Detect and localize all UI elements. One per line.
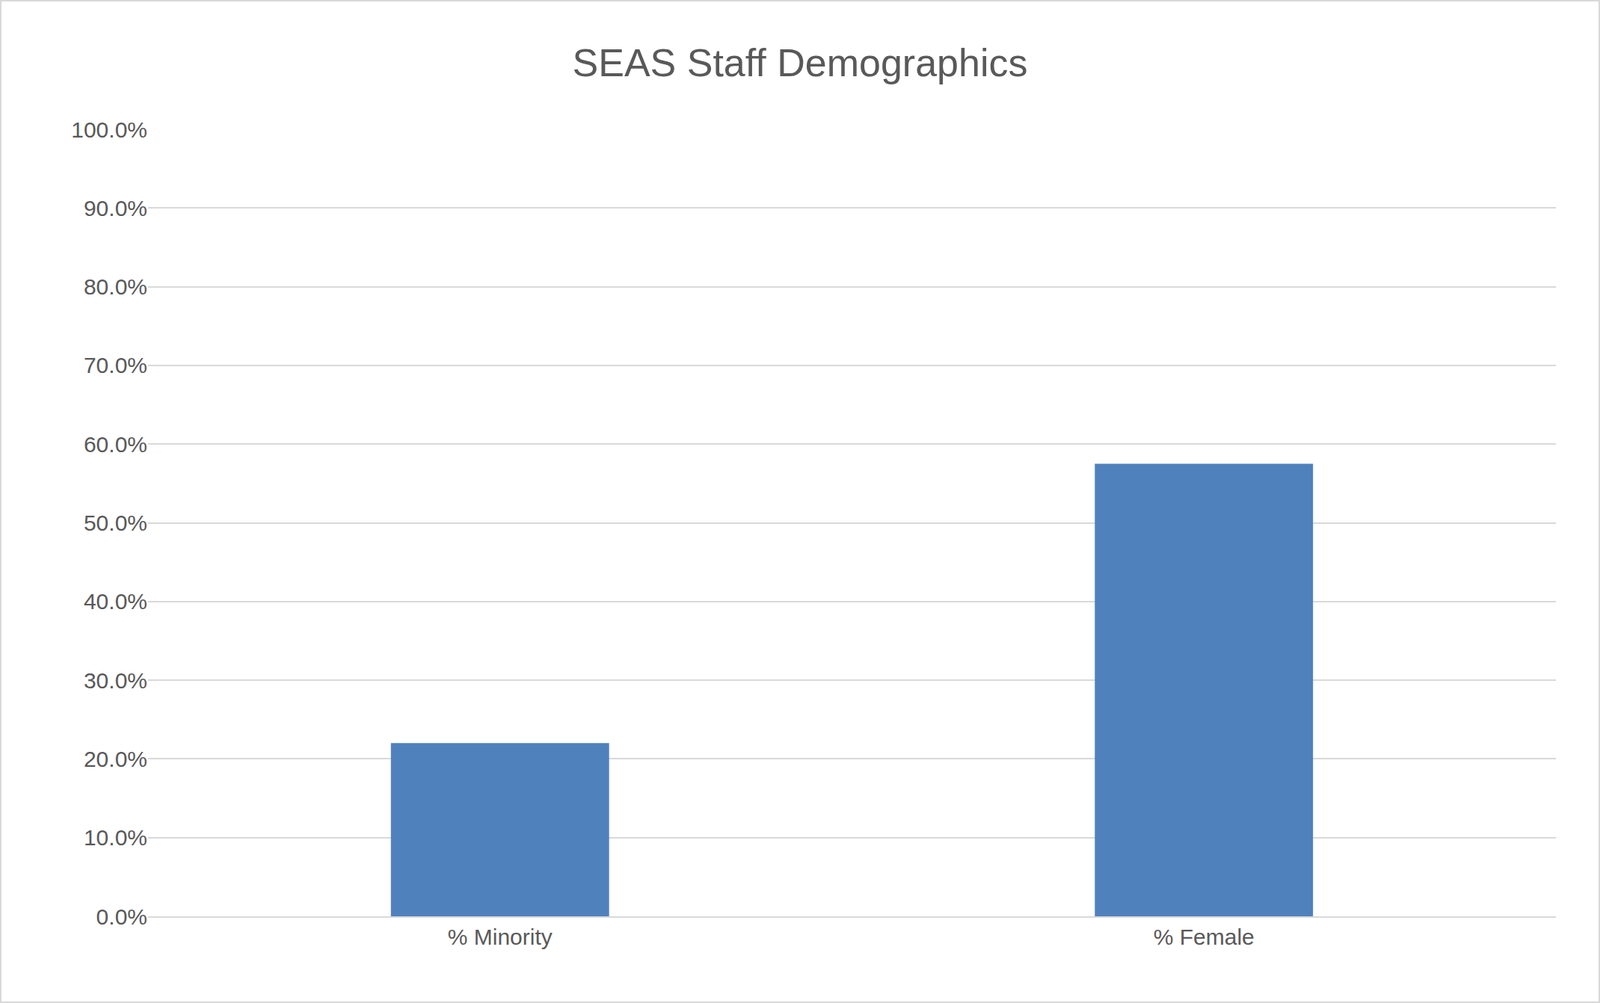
svg-text:50.0%: 50.0%	[83, 510, 148, 536]
svg-text:60.0%: 60.0%	[83, 432, 148, 457]
svg-text:70.0%: 70.0%	[83, 352, 148, 378]
svg-text:80.0%: 80.0%	[83, 274, 148, 300]
svg-text:100.0%: 100.0%	[71, 117, 148, 143]
svg-text:40.0%: 40.0%	[83, 589, 148, 614]
svg-text:90.0%: 90.0%	[83, 195, 148, 221]
svg-text:20.0%: 20.0%	[83, 746, 148, 772]
svg-text:10.0%: 10.0%	[83, 825, 148, 851]
svg-text:30.0%: 30.0%	[83, 668, 148, 694]
svg-text:% Female: % Female	[1153, 924, 1255, 950]
svg-text:SEAS Staff Demographics: SEAS Staff Demographics	[572, 41, 1029, 85]
svg-text:% Minority: % Minority	[447, 924, 553, 950]
svg-text:0.0%: 0.0%	[96, 904, 148, 930]
